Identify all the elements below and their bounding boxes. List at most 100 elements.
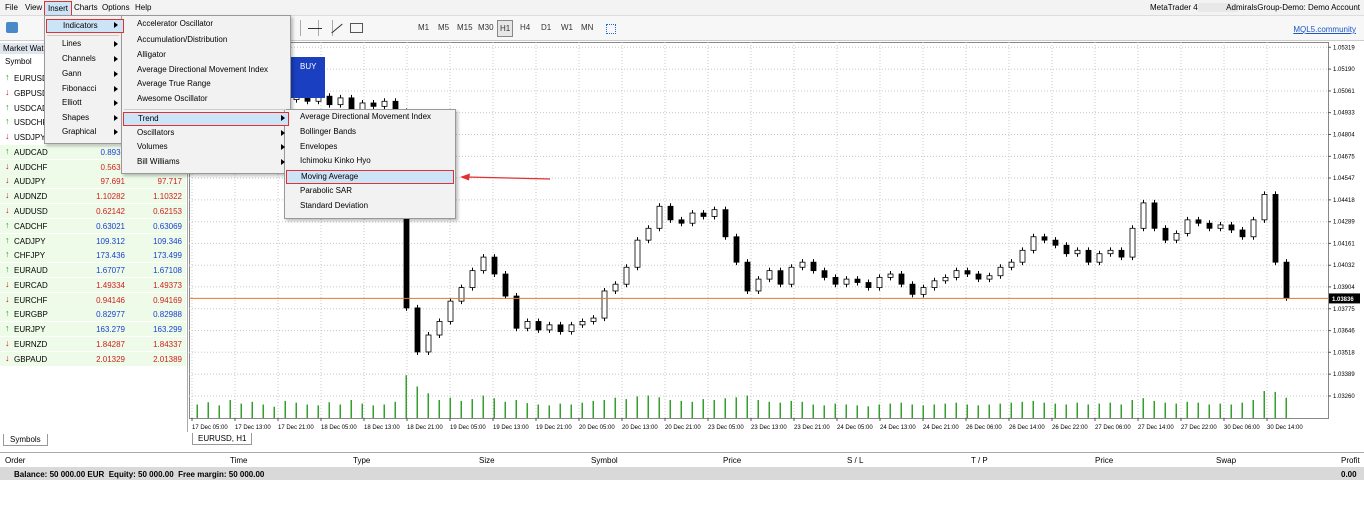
y-tick-label: 1.04418 xyxy=(1333,198,1355,204)
menu-option[interactable]: Moving Average xyxy=(286,170,454,184)
y-tick-label: 1.04804 xyxy=(1333,132,1355,138)
volume-bar xyxy=(1120,404,1122,418)
menu-item[interactable]: Options xyxy=(102,3,130,12)
menu-item[interactable]: File xyxy=(5,3,18,12)
tool-sep xyxy=(300,20,301,36)
symbol: USDJPY xyxy=(14,133,46,143)
x-tick-label: 24 Dec 05:00 xyxy=(837,425,873,431)
menu-option[interactable]: Awesome Oscillator xyxy=(137,94,208,103)
menu-option[interactable]: Fibonacci xyxy=(62,84,97,93)
menu-option[interactable]: Accelerator Oscillator xyxy=(137,19,214,28)
direction-arrow: ↓ xyxy=(5,352,10,363)
menu-option[interactable]: Bollinger Bands xyxy=(300,127,357,136)
candle xyxy=(832,277,839,285)
timeframe-button[interactable]: M15 xyxy=(457,23,473,32)
candle xyxy=(667,205,674,221)
volume-bar xyxy=(1076,402,1078,418)
x-tick-label: 19 Dec 13:00 xyxy=(493,425,529,431)
candle xyxy=(1052,239,1059,246)
candle xyxy=(711,209,718,217)
volume-bar xyxy=(1010,402,1012,418)
candle xyxy=(898,273,905,285)
menu-option[interactable]: Average Directional Movement Index xyxy=(300,112,432,121)
candle xyxy=(1195,219,1202,224)
menu-item[interactable]: Insert xyxy=(44,1,73,16)
volume-bar xyxy=(262,404,264,418)
direction-arrow: ↓ xyxy=(5,205,10,216)
volume-bar xyxy=(944,403,946,418)
timeframe-button[interactable]: W1 xyxy=(561,23,573,32)
timeframe-button[interactable]: M30 xyxy=(478,23,494,32)
symbol: CHFJPY xyxy=(14,251,46,261)
volume-bar xyxy=(680,400,682,418)
menu-option[interactable]: Ichimoku Kinko Hyo xyxy=(300,156,371,165)
timeframe-button[interactable]: M1 xyxy=(418,23,430,32)
x-tick-label: 23 Dec 05:00 xyxy=(708,425,744,431)
volume-bar xyxy=(449,397,451,418)
menu-option[interactable]: Lines xyxy=(62,39,82,48)
volume-bar xyxy=(229,400,231,418)
x-tick-label: 17 Dec 05:00 xyxy=(192,425,228,431)
menu-item[interactable]: Help xyxy=(135,3,152,12)
volume-bar xyxy=(394,401,396,418)
timeframe-button[interactable]: M5 xyxy=(438,23,450,32)
row-bg xyxy=(0,233,186,248)
symbol: AUDUSD xyxy=(14,207,48,217)
menu-option[interactable]: Bill Williams xyxy=(137,157,180,166)
volume-bar xyxy=(526,403,528,418)
volume-bar xyxy=(1065,404,1067,418)
volume-bar xyxy=(328,402,330,418)
timeframe-button[interactable]: H4 xyxy=(520,23,531,32)
menu-option[interactable]: Gann xyxy=(62,69,82,78)
menu-option[interactable]: Volumes xyxy=(137,142,168,151)
y-tick-label: 1.03518 xyxy=(1333,350,1355,356)
volume-bar xyxy=(416,386,418,418)
volume-bar xyxy=(306,404,308,418)
menu-option[interactable]: Accumulation/Distribution xyxy=(137,35,228,44)
candle xyxy=(799,261,806,268)
symbols-tab[interactable]: Symbols xyxy=(3,434,48,446)
timeframe-button[interactable]: MN xyxy=(581,23,594,32)
candle xyxy=(612,283,619,292)
volume-bar xyxy=(427,393,429,418)
menu-option[interactable]: Alligator xyxy=(137,50,166,59)
volume-bar xyxy=(515,400,517,418)
volume-bar xyxy=(603,400,605,418)
volume-bar xyxy=(1131,400,1133,418)
account: AdmiralsGroup-Demo: Demo Account xyxy=(1226,3,1360,12)
timeframe-button[interactable]: D1 xyxy=(541,23,552,32)
menu-item[interactable]: Charts xyxy=(74,3,98,12)
menu-option[interactable]: Indicators xyxy=(46,19,124,33)
candle xyxy=(535,321,542,331)
menu-option[interactable]: Elliott xyxy=(62,98,82,107)
submenu-arrow xyxy=(281,130,285,136)
volume-bar xyxy=(724,398,726,418)
candle xyxy=(887,273,894,278)
menu-option[interactable]: Average Directional Movement Index xyxy=(137,65,269,74)
candle xyxy=(1019,249,1026,263)
menu-item[interactable]: View xyxy=(25,3,43,12)
row-bg xyxy=(0,322,186,337)
y-tick-label: 1.05061 xyxy=(1333,89,1355,95)
menu-option[interactable]: Parabolic SAR xyxy=(300,186,353,195)
menu-option[interactable]: Envelopes xyxy=(300,142,338,151)
menu-option[interactable]: Standard Deviation xyxy=(300,201,369,210)
candle xyxy=(843,278,850,285)
symbol: EURUSD xyxy=(14,74,48,83)
chart-tab[interactable]: EURUSD, H1 xyxy=(192,433,253,445)
menu-option[interactable]: Average True Range xyxy=(137,79,211,88)
bid: 2.01329 xyxy=(96,354,125,364)
ask: 0.94169 xyxy=(153,295,182,305)
menu-option[interactable]: Trend xyxy=(123,112,289,126)
menu-option[interactable]: Oscillators xyxy=(137,128,175,137)
column-header: Price xyxy=(1095,456,1114,465)
candle xyxy=(865,282,872,288)
menu-option[interactable]: Channels xyxy=(62,54,96,63)
menu-option[interactable]: Shapes xyxy=(62,113,90,122)
submenu-arrow xyxy=(114,71,118,77)
menu-option[interactable]: Graphical xyxy=(62,127,97,136)
mql5-link[interactable]: MQL5.community xyxy=(1293,25,1356,34)
y-tick-label: 1.04032 xyxy=(1333,263,1355,269)
timeframe-button[interactable]: H1 xyxy=(497,20,514,37)
volume-bar xyxy=(537,404,539,418)
